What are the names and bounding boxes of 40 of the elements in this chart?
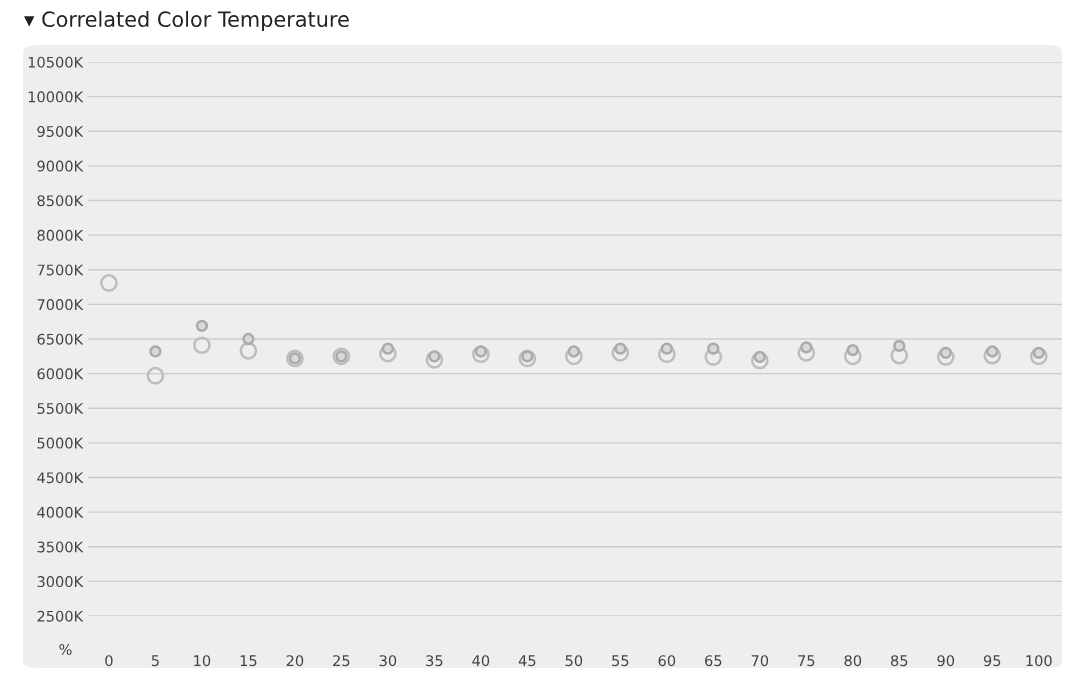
x-tick-label: 0 [105, 655, 113, 667]
x-tick-label: 45 [518, 655, 536, 667]
y-tick-label: 7500K [37, 264, 84, 276]
x-tick-label: 10 [194, 655, 211, 667]
y-tick-label: 3000K [37, 576, 84, 588]
x-tick-label: 80 [844, 655, 862, 667]
x-tick-label: 5 [151, 655, 159, 667]
y-tick-label: 9000K [37, 160, 84, 172]
x-tick-label: 15 [240, 655, 257, 667]
y-tick-label: 6000K [37, 368, 84, 380]
x-tick-label: 25 [333, 655, 350, 667]
y-tick-label: 5000K [37, 437, 84, 449]
y-tick-label: 8500K [37, 195, 84, 207]
x-tick-label: 60 [658, 655, 676, 667]
x-tick-label: 100 [1026, 655, 1052, 667]
x-tick-label: 95 [983, 655, 1001, 667]
x-tick-label: 65 [705, 655, 722, 667]
y-tick-label: 8000K [37, 229, 84, 241]
x-tick-label: 30 [379, 655, 397, 667]
x-axis-title: % [59, 643, 72, 655]
y-tick-label: 10500K [28, 56, 84, 68]
x-tick-label: 55 [612, 655, 629, 667]
x-tick-label: 20 [286, 655, 304, 667]
chart-title: ▾ Correlated Color Temperature [24, 10, 349, 32]
y-tick-label: 7000K [37, 299, 84, 311]
y-tick-label: 5500K [37, 402, 84, 414]
y-tick-label: 6500K [37, 333, 84, 345]
x-tick-label: 40 [472, 655, 490, 667]
y-tick-label: 4000K [37, 506, 84, 518]
x-tick-label: 35 [426, 655, 443, 667]
y-tick-label: 9500K [37, 125, 84, 137]
x-tick-label: 70 [751, 655, 769, 667]
x-tick-label: 90 [937, 655, 955, 667]
y-tick-label: 3500K [37, 541, 84, 553]
x-tick-label: 75 [798, 655, 815, 667]
y-tick-label: 10000K [28, 91, 84, 103]
x-tick-label: 50 [565, 655, 583, 667]
x-tick-label: 85 [890, 655, 908, 667]
y-tick-label: 4500K [37, 472, 84, 484]
y-tick-label: 2500K [37, 610, 84, 622]
